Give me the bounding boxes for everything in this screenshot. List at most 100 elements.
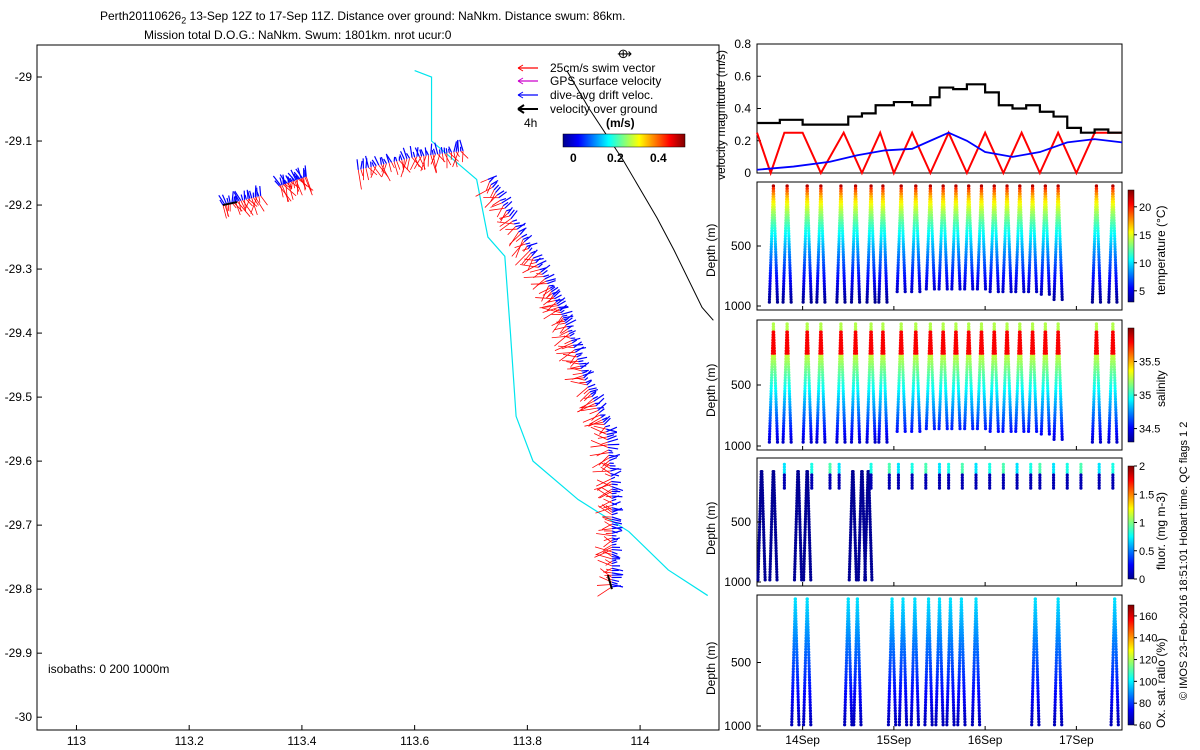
profile-point (1057, 216, 1061, 220)
profile-point (781, 287, 786, 291)
profile-point (1014, 284, 1018, 288)
profile-point (872, 260, 876, 265)
drift-vector (611, 483, 618, 486)
profile-point (1008, 260, 1012, 265)
profile-point (855, 221, 859, 225)
profile-point (951, 258, 955, 262)
profile-point (995, 255, 999, 259)
profile-point (1112, 208, 1116, 212)
profile-point (822, 263, 826, 267)
profile-point (895, 282, 900, 286)
profile-point (896, 255, 901, 259)
profile-point (1059, 274, 1063, 278)
profile-point (816, 266, 820, 270)
profile-point (914, 197, 918, 201)
profile-point (1097, 266, 1101, 270)
drift-vector (544, 273, 555, 280)
profile-point (1027, 279, 1031, 283)
profile-point (970, 268, 974, 273)
swim-vector (460, 150, 469, 159)
swim-vector (596, 481, 612, 491)
profile-point (773, 362, 777, 366)
profile-point (840, 226, 845, 230)
profile-point (789, 432, 793, 436)
drift-vector (611, 543, 617, 546)
swim-vector (380, 164, 391, 182)
profile-point (1059, 279, 1064, 283)
profile-point (1031, 208, 1036, 212)
profile-point (914, 205, 919, 209)
profile-point (787, 370, 791, 374)
profile-point (932, 268, 936, 273)
profile-point (878, 276, 882, 280)
profile-point (1108, 271, 1112, 275)
profile-point (852, 237, 856, 241)
profile-point (819, 325, 823, 329)
profile-point (819, 194, 823, 199)
profile-point (1112, 216, 1116, 220)
profile-point (783, 229, 788, 233)
profile-point (963, 268, 967, 273)
profile-point (1097, 247, 1101, 251)
profile-point (805, 192, 810, 196)
profile-point (817, 237, 821, 241)
swim-vector (600, 462, 611, 469)
profile-point (955, 202, 959, 207)
profile-point (1044, 192, 1048, 196)
swim-vector (597, 559, 613, 567)
profile-point (911, 242, 916, 246)
profile-point (954, 189, 958, 193)
profile-point (806, 343, 810, 348)
profile-point (1027, 266, 1032, 270)
profile-point (781, 437, 785, 442)
profile-point (937, 279, 941, 283)
profile-point (1021, 268, 1025, 273)
drift-vector (589, 389, 599, 393)
profile-point (773, 226, 777, 230)
profile-point (782, 284, 786, 288)
profile-point (993, 205, 997, 209)
profile-point (1095, 200, 1099, 204)
swim-vector (444, 153, 452, 166)
profile-point (990, 237, 994, 241)
profile-point (1047, 292, 1051, 296)
profile-point (867, 229, 872, 233)
profile-point (781, 440, 785, 444)
profile-point (867, 242, 871, 246)
profile-point (768, 274, 772, 278)
profile-point (878, 258, 882, 262)
profile-point (944, 247, 948, 251)
profile-point (806, 218, 810, 222)
profile-point (1007, 229, 1011, 233)
profile-point (1097, 274, 1102, 278)
profile-point (856, 247, 860, 251)
swim-vector (563, 335, 571, 339)
profile-point (869, 197, 874, 201)
profile-point (993, 210, 997, 214)
profile-point (807, 378, 811, 382)
profile-point (912, 231, 916, 236)
drift-vector (569, 332, 575, 337)
profile-point (1018, 189, 1022, 193)
profile-point (903, 290, 907, 294)
profile-point (837, 231, 841, 236)
profile-point (897, 250, 901, 254)
profile-point (1114, 279, 1118, 283)
profile-point (1092, 258, 1096, 262)
profile-point (784, 359, 788, 364)
profile-point (1002, 250, 1007, 254)
profile-point (769, 242, 773, 246)
profile-point (855, 231, 859, 236)
swim-vector (285, 183, 289, 202)
profile-point (775, 437, 779, 442)
profile-point (852, 234, 856, 238)
profile-point (988, 279, 993, 283)
profile-point (991, 213, 995, 217)
profile-point (1001, 284, 1005, 288)
profile-point (1021, 263, 1025, 267)
profile-point (1039, 292, 1043, 296)
profile-point (1057, 221, 1062, 225)
profile-point (1092, 242, 1097, 246)
profile-point (772, 351, 777, 356)
profile-point (1053, 255, 1058, 259)
